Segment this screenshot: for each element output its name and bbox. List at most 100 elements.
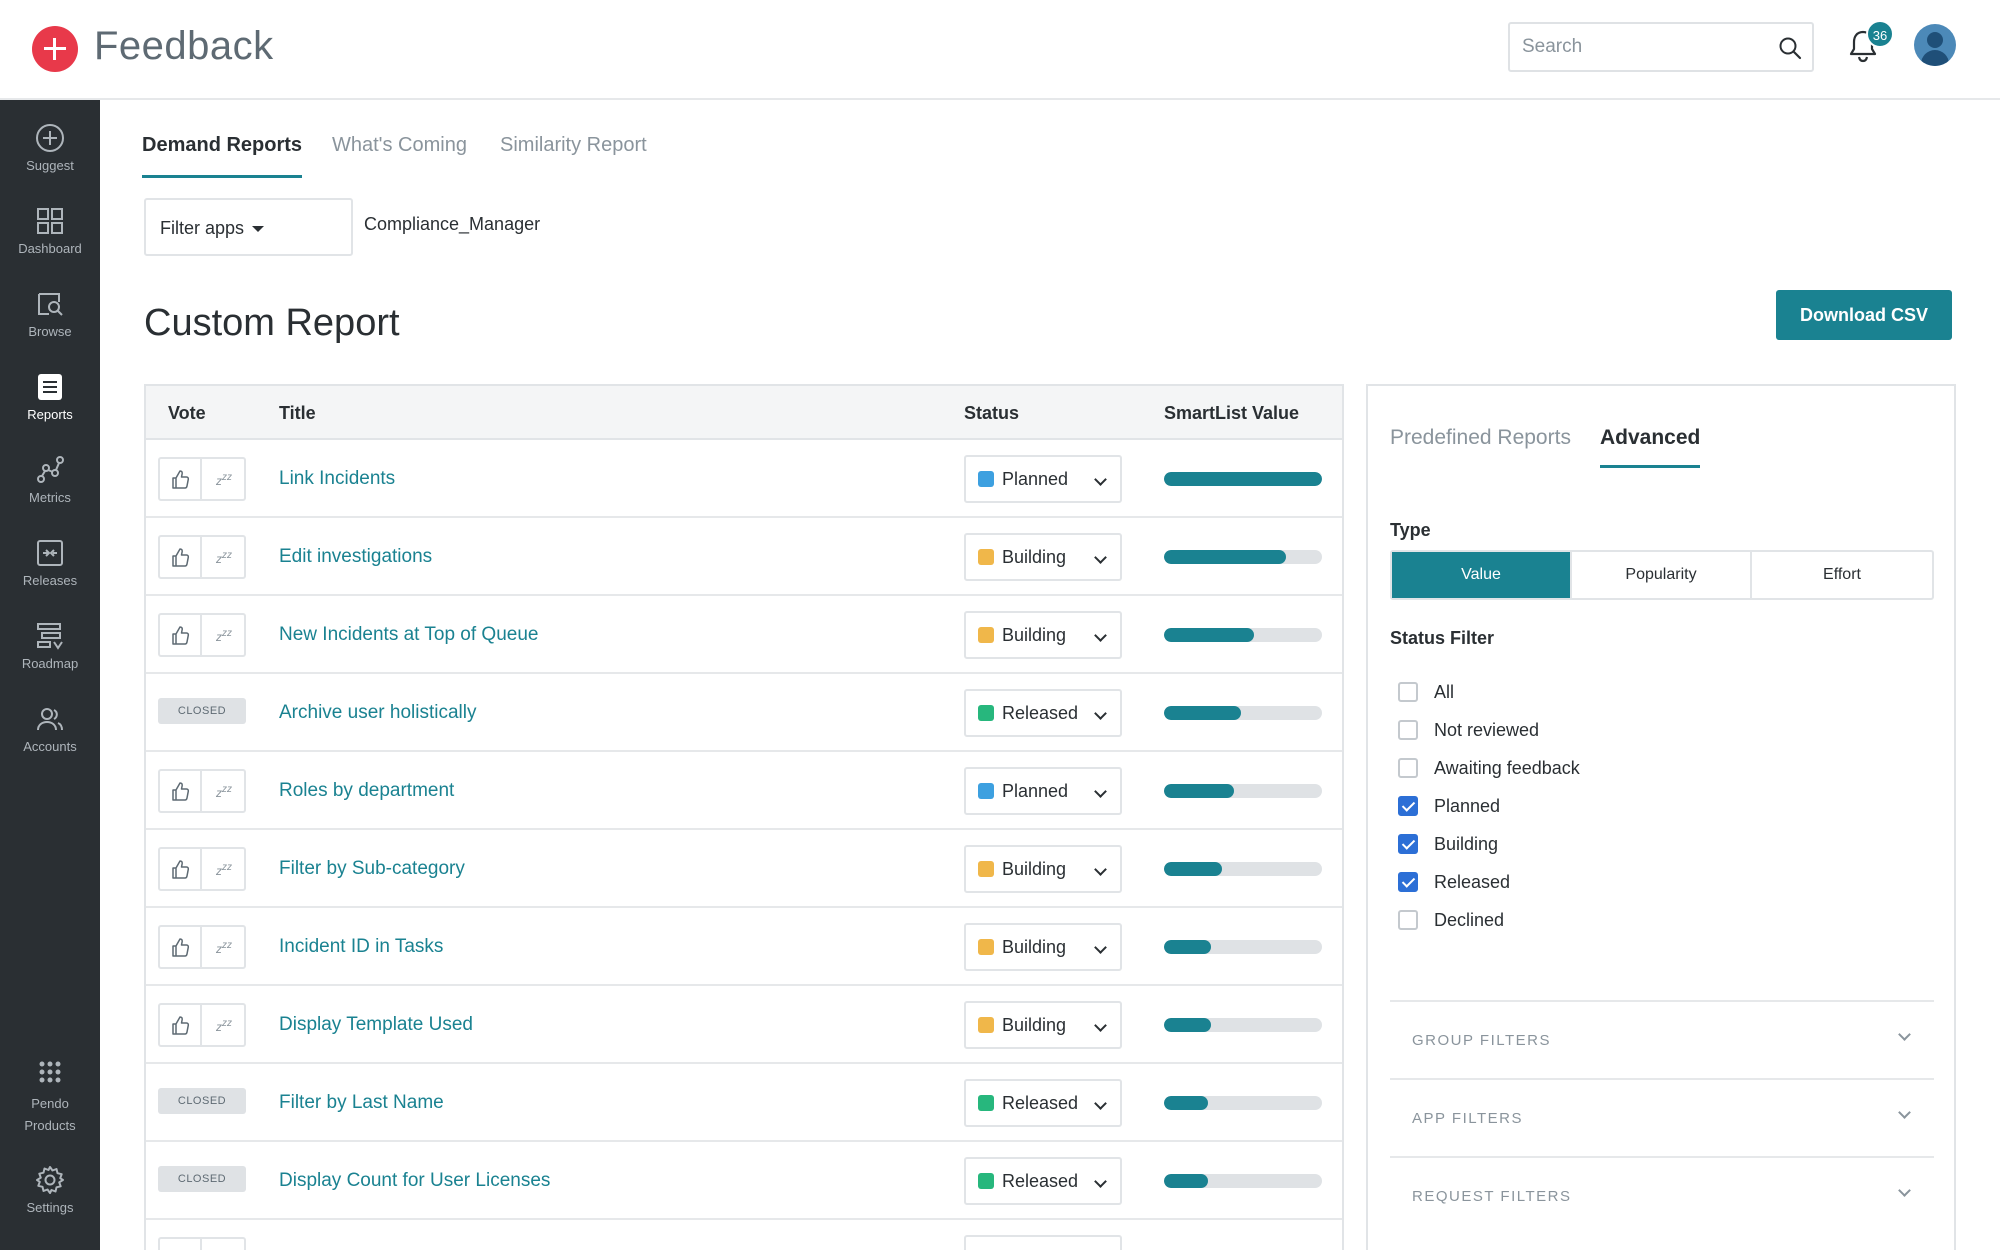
sidebar-item-accounts[interactable]: Accounts <box>0 703 100 779</box>
smartlist-value-fill <box>1164 1174 1209 1188</box>
type-value-button[interactable]: Value <box>1392 552 1572 598</box>
tab-demand-reports[interactable]: Demand Reports <box>142 134 303 178</box>
sidebar-item-suggest[interactable]: Suggest <box>0 122 100 198</box>
request-title-link[interactable]: Display Template Used <box>279 1014 473 1035</box>
snooze-button[interactable]: zzz <box>216 550 232 566</box>
status-dropdown[interactable]: Planned <box>964 767 1122 815</box>
status-dropdown[interactable]: Building <box>964 1001 1122 1049</box>
top-bar: Feedback 36 <box>0 0 2000 100</box>
thumbs-up-button[interactable] <box>160 615 202 655</box>
status-dropdown[interactable]: Building <box>964 611 1122 659</box>
chevron-down-icon <box>1094 473 1107 486</box>
status-dropdown[interactable]: Building <box>964 533 1122 581</box>
sidebar-item-browse[interactable]: Browse <box>0 288 100 364</box>
request-title-link[interactable]: Incident ID in Tasks <box>279 936 444 957</box>
thumbs-up-button[interactable] <box>160 927 202 967</box>
sidebar-item-pendo-products[interactable]: Pendo Products <box>0 1056 100 1146</box>
status-dropdown[interactable]: Building <box>964 923 1122 971</box>
type-label: Type <box>1390 520 1431 540</box>
request-title-link[interactable]: Edit investigations <box>279 546 433 567</box>
sidebar-item-settings[interactable]: Settings <box>0 1164 100 1240</box>
thumbs-up-icon <box>172 548 190 567</box>
status-color-dot <box>978 1173 994 1189</box>
snooze-button[interactable]: zzz <box>216 1018 232 1034</box>
table-header: Vote Title Status SmartList Value <box>146 386 1342 440</box>
filter-apps-dropdown[interactable]: Filter apps <box>144 198 353 256</box>
snooze-button[interactable]: zzz <box>216 862 232 878</box>
status-dropdown[interactable]: Building <box>964 845 1122 893</box>
snooze-button[interactable]: zzz <box>216 784 232 800</box>
thumbs-up-button[interactable] <box>160 459 202 499</box>
status-dropdown[interactable]: Released <box>964 1157 1122 1205</box>
vote-buttons: zzz <box>158 535 246 579</box>
accordion-request-filters[interactable]: REQUEST FILTERS <box>1390 1156 1934 1234</box>
request-title-link[interactable]: Roles by department <box>279 780 455 801</box>
checkbox[interactable] <box>1398 834 1418 854</box>
checkbox[interactable] <box>1398 872 1418 892</box>
checkbox[interactable] <box>1398 910 1418 930</box>
sidebar-item-metrics[interactable]: Metrics <box>0 454 100 530</box>
snooze-button[interactable]: zzz <box>203 1239 245 1250</box>
request-title-link[interactable]: Filter by Last Name <box>279 1092 444 1113</box>
snooze-button[interactable]: zzz <box>216 940 232 956</box>
thumbs-up-icon <box>172 470 190 489</box>
vote-buttons: zzz <box>158 847 246 891</box>
snooze-button[interactable]: zzz <box>216 472 232 488</box>
status-color-dot <box>978 471 994 487</box>
sidebar-item-roadmap[interactable]: Roadmap <box>0 620 100 696</box>
status-dropdown[interactable] <box>964 1235 1122 1250</box>
sidebar-item-label: Releases <box>22 573 78 588</box>
checkbox[interactable] <box>1398 796 1418 816</box>
chevron-down-icon <box>1094 707 1107 720</box>
feedback-logo-icon[interactable] <box>32 26 78 72</box>
smartlist-value-fill <box>1164 862 1223 876</box>
tab-predefined-reports[interactable]: Predefined Reports <box>1390 426 1571 449</box>
search-box[interactable] <box>1508 22 1814 72</box>
snooze-button[interactable]: zzz <box>216 628 232 644</box>
smartlist-value-bar <box>1164 1096 1322 1110</box>
thumbs-up-button[interactable] <box>160 537 202 577</box>
request-title-link[interactable]: Filter by Sub-category <box>279 858 465 879</box>
download-csv-button[interactable]: Download CSV <box>1776 290 1952 340</box>
tab-similarity-report[interactable]: Similarity Report <box>500 134 647 156</box>
request-title-link[interactable]: New Incidents at Top of Queue <box>279 624 539 645</box>
thumbs-up-icon <box>172 626 190 645</box>
tab-whats-coming[interactable]: What's Coming <box>332 134 467 156</box>
vote-buttons: zzz <box>158 457 246 501</box>
table-row: CLOSED Display Count for User Licenses Rel… <box>146 1142 1342 1220</box>
search-input[interactable] <box>1510 24 1760 70</box>
search-icon[interactable] <box>1778 36 1802 65</box>
status-dropdown[interactable]: Released <box>964 1079 1122 1127</box>
type-popularity-button[interactable]: Popularity <box>1572 552 1752 598</box>
checkbox[interactable] <box>1398 720 1418 740</box>
chevron-down-icon <box>1094 1019 1107 1032</box>
tab-advanced[interactable]: Advanced <box>1600 426 1701 468</box>
status-dropdown[interactable]: Planned <box>964 455 1122 503</box>
notification-badge[interactable]: 36 <box>1866 20 1894 48</box>
sidebar-item-releases[interactable]: Releases <box>0 537 100 613</box>
type-effort-button[interactable]: Effort <box>1823 566 1861 583</box>
request-title-link[interactable]: Display Count for User Licenses <box>279 1170 551 1191</box>
status-color-dot <box>978 549 994 565</box>
chevron-down-icon <box>1094 785 1107 798</box>
smartlist-value-fill <box>1164 472 1322 486</box>
avatar[interactable] <box>1914 24 1956 66</box>
checkbox[interactable] <box>1398 758 1418 778</box>
checkbox[interactable] <box>1398 682 1418 702</box>
status-color-dot <box>978 1017 994 1033</box>
thumbs-up-button[interactable] <box>160 1005 202 1045</box>
sidebar-item-reports[interactable]: Reports <box>0 371 100 447</box>
sidebar-item-dashboard[interactable]: Dashboard <box>0 205 100 281</box>
status-color-dot <box>978 861 994 877</box>
status-filter-label: Status Filter <box>1390 628 1495 648</box>
thumbs-up-button[interactable] <box>160 849 202 889</box>
table-row: CLOSED Filter by Last Name Released <box>146 1064 1342 1142</box>
accordion-app-filters[interactable]: APP FILTERS <box>1390 1078 1934 1156</box>
status-dropdown[interactable]: Released <box>964 689 1122 737</box>
status-color-dot <box>978 1095 994 1111</box>
thumbs-up-button[interactable] <box>160 1239 202 1250</box>
accordion-group-filters[interactable]: GROUP FILTERS <box>1390 1000 1934 1078</box>
request-title-link[interactable]: Archive user holistically <box>279 702 477 723</box>
thumbs-up-button[interactable] <box>160 771 202 811</box>
request-title-link[interactable]: Link Incidents <box>279 468 396 489</box>
